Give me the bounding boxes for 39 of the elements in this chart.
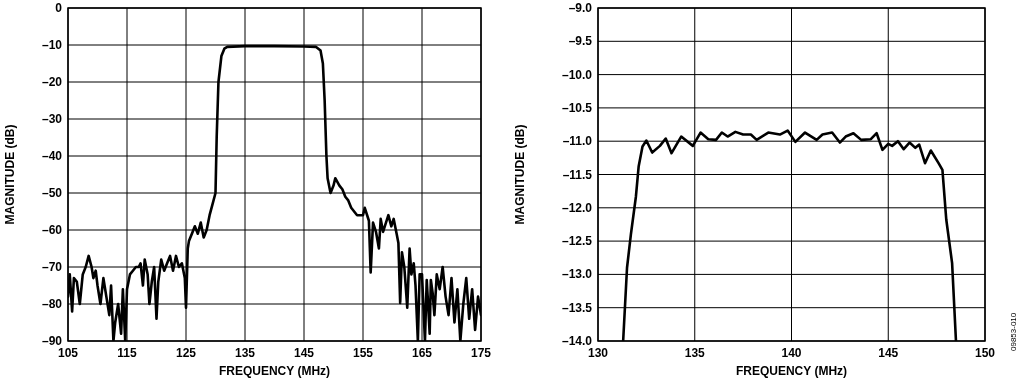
y-tick-label: –20	[41, 75, 63, 89]
y-axis-title: MAGNITUDE (dB)	[513, 124, 527, 225]
y-tick-label: –90	[41, 334, 63, 348]
text: 09853-010	[1009, 312, 1018, 351]
y-tick-label: –13.5	[561, 300, 593, 315]
y-tick-label: –11.0	[562, 134, 593, 149]
y-tick-label: –9.5	[568, 34, 593, 49]
y-tick-label: –10.0	[561, 67, 593, 82]
y-tick-label: –30	[41, 112, 63, 126]
y-tick-label: –9.0	[568, 1, 593, 15]
y-tick-label: –12.5	[561, 234, 593, 249]
x-tick-label: 105	[57, 346, 79, 360]
x-tick-label: 175	[470, 346, 492, 360]
x-tick-label: 145	[293, 346, 315, 360]
y-tick-label: –70	[41, 260, 63, 274]
x-tick-label: 165	[411, 346, 433, 360]
y-tick-label: 0	[55, 1, 63, 15]
x-tick-label: 155	[352, 346, 374, 360]
x-tick-label: 145	[878, 346, 899, 360]
x-axis-title: FREQUENCY (MHz)	[218, 364, 331, 378]
x-tick-label: 135	[234, 346, 256, 360]
y-axis-title: MAGNITUDE (dB)	[3, 124, 17, 225]
y-tick-label: –14.0	[561, 334, 593, 348]
y-tick-label: –50	[41, 186, 63, 200]
y-tick-label: –60	[41, 223, 63, 237]
y-tick-label: –13.0	[561, 267, 593, 282]
x-tick-label: 150	[974, 346, 996, 360]
y-tick-label: –10	[41, 38, 63, 52]
x-tick-label: 140	[781, 346, 802, 360]
y-tick-label: –12.0	[561, 200, 593, 215]
y-tick-label: –80	[41, 297, 63, 311]
y-tick-label: –40	[41, 149, 63, 163]
x-tick-label: 115	[117, 346, 138, 360]
x-tick-label: 135	[684, 346, 706, 360]
y-tick-label: –10.5	[561, 100, 593, 115]
x-tick-label: 130	[587, 346, 609, 360]
x-tick-label: 125	[175, 346, 197, 360]
x-axis-title: FREQUENCY (MHz)	[735, 364, 848, 378]
y-tick-label: –11.5	[562, 167, 593, 182]
